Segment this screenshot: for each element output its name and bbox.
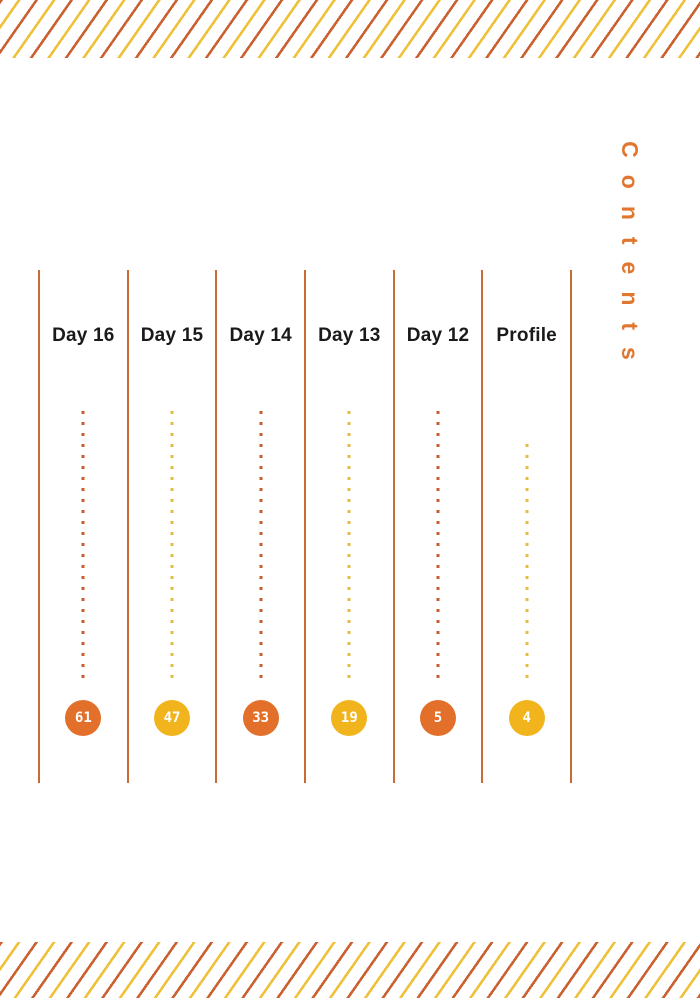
toc-page-number: 61	[74, 710, 92, 726]
toc-entry[interactable]: Profile 4	[481, 270, 570, 783]
toc-entry-label: Day 16	[52, 325, 115, 346]
toc-page-number-badge[interactable]: 4	[508, 700, 545, 736]
toc-entry[interactable]: Day 15 47	[126, 270, 216, 783]
top-stripe-border	[0, 0, 700, 58]
toc-page-number: 33	[252, 710, 270, 726]
toc-page-number: 19	[340, 710, 358, 726]
toc-page-number-badge[interactable]: 33	[242, 700, 279, 736]
toc-page-number: 5	[433, 710, 443, 726]
contents-vertical-title: Contents	[617, 141, 643, 377]
toc-page-number: 4	[522, 710, 531, 726]
toc-page-number-badge[interactable]: 47	[154, 700, 190, 736]
toc-columns: Day 16 61 Day 15 47 Day 14 33 Day 13 19 …	[38, 270, 572, 783]
toc-entry[interactable]: Day 14 33	[215, 270, 304, 783]
toc-page-number-badge[interactable]: 19	[331, 700, 368, 736]
toc-entry-label: Day 15	[140, 325, 204, 346]
toc-page-number-badge[interactable]: 61	[65, 700, 102, 736]
toc-page-number-badge[interactable]: 5	[420, 700, 457, 736]
toc-entry-label: Day 14	[229, 325, 292, 346]
toc-dotted-leader	[170, 411, 174, 678]
toc-dotted-leader	[259, 411, 263, 678]
toc-page-number: 47	[163, 710, 181, 726]
toc-dotted-leader	[436, 411, 440, 678]
toc-entry-label: Day 12	[406, 325, 470, 346]
toc-entry[interactable]: Day 13 19	[304, 270, 393, 783]
toc-dotted-leader	[525, 444, 529, 678]
toc-entry-label: Day 13	[318, 325, 381, 346]
toc-entry[interactable]: Day 12 5	[392, 270, 482, 783]
toc-entry-label: Profile	[496, 325, 557, 346]
toc-entry[interactable]: Day 16 61	[38, 270, 127, 783]
toc-dotted-leader	[347, 411, 351, 678]
toc-dotted-leader	[81, 411, 85, 678]
bottom-stripe-border	[0, 942, 700, 998]
